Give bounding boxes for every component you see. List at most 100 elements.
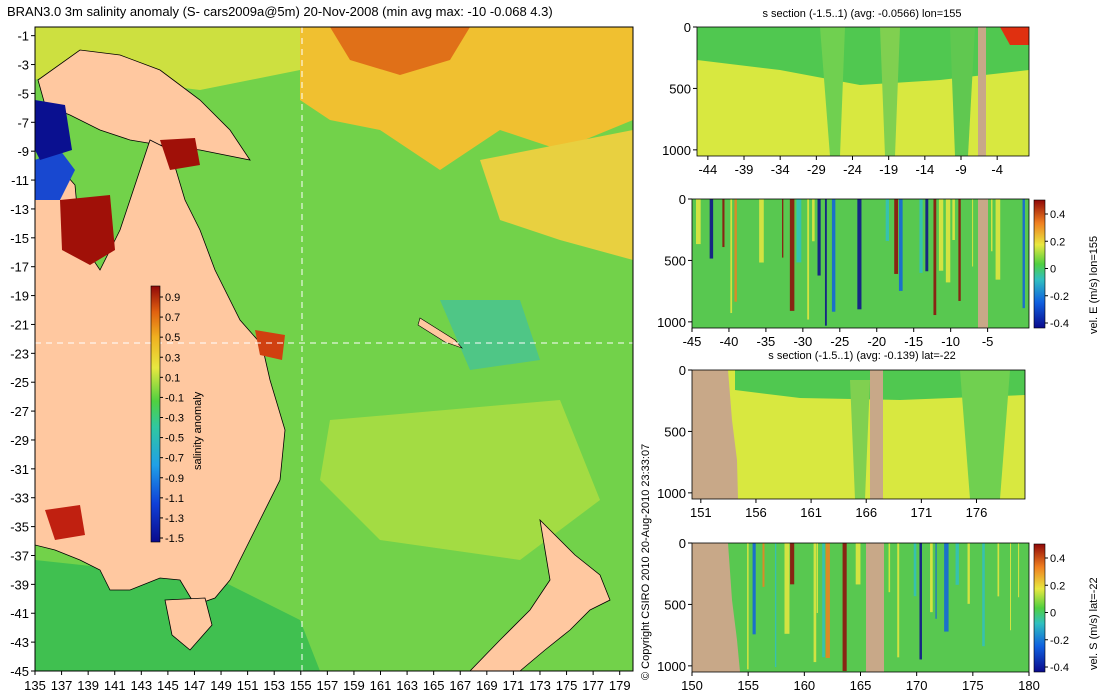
map-colorbar-ramp (150, 285, 161, 543)
map-lon-tick-label: 139 (77, 678, 99, 693)
panel-1-frame (696, 26, 1030, 157)
strong-anomaly-north (330, 27, 470, 75)
velocity-stripe (807, 199, 810, 320)
panel-3-title: s section (-1.5..1) (avg: -0.139) lat=-2… (768, 350, 955, 362)
velocity-colorbar-tick-label: -0.4 (1050, 318, 1069, 330)
velocity-stripe (995, 199, 1001, 280)
panel-x-tick-label: -5 (982, 334, 994, 349)
velocity-stripe (930, 543, 933, 613)
velocity-stripe (817, 199, 821, 276)
panel-3-y-tick-group: 0 500 1000 (657, 363, 692, 501)
panel-2-y-tick-group: 0 500 1000 (657, 192, 692, 330)
velocity-colorbar-tick-label: -0.2 (1050, 291, 1069, 303)
panel-x-tick-label: 156 (745, 505, 767, 520)
velocity-stripe (990, 199, 993, 252)
map-lon-tick-label: 143 (130, 678, 152, 693)
map-colorbar: 0.9 0.7 0.5 0.3 0.1 -0.1 -0.3 -0.5 -0.7 -0.9 -1.1 -… (150, 285, 204, 545)
velocity-stripe (774, 543, 777, 668)
map-colorbar-tick-label: -0.3 (165, 413, 184, 425)
panel-x-tick-label: -44 (698, 162, 717, 177)
map-lat-tick-label: -31 (10, 462, 29, 477)
panel-x-tick-label: -19 (879, 162, 898, 177)
map-lat-tick-label: -23 (10, 346, 29, 361)
map-lon-tick-label: 175 (556, 678, 578, 693)
copyright-notice: © Copyright CSIRO 2010 20-Aug-2010 23:33… (640, 443, 652, 680)
map-colorbar-tick-label: 0.7 (165, 312, 180, 324)
map-colorbar-label: salinity anomaly (192, 391, 204, 470)
velocity-stripe (938, 199, 944, 271)
map-frame (34, 26, 634, 672)
map-lat-tick-label: -9 (17, 144, 29, 159)
velocity-colorbar-tick-label: 0 (1050, 264, 1056, 276)
map-lon-tick-label: 173 (529, 678, 551, 693)
velocity-stripe (812, 199, 815, 242)
map-colorbar-tick-label: -1.3 (165, 513, 184, 525)
velocity-stripe (790, 543, 795, 585)
map-lon-tick-label: 159 (343, 678, 365, 693)
velocity-stripe (955, 543, 959, 585)
panel-x-tick-label: -34 (771, 162, 790, 177)
velocity-stripe (1018, 543, 1020, 598)
velocity-stripe (824, 199, 827, 326)
panel-4-colorbar-tick-group: 0.4 0.2 0 -0.2 -0.4 (1045, 553, 1069, 674)
map-lat-tick-label: -37 (10, 548, 29, 563)
panel-x-tick-label: -14 (915, 162, 934, 177)
panel-3: s section (-1.5..1) (avg: -0.139) lat=-2… (657, 350, 1026, 520)
map-colorbar-tick-group: 0.9 0.7 0.5 0.3 0.1 -0.1 -0.3 -0.5 -0.7 -0.9 -1.1 -… (160, 292, 184, 545)
velocity-stripe (855, 543, 861, 585)
map-lon-tick-label: 155 (290, 678, 312, 693)
velocity-stripe (784, 543, 790, 634)
map-colorbar-tick-label: -0.1 (165, 392, 184, 404)
map-title: BRAN3.0 3m salinity anomaly (S- cars2009… (7, 4, 553, 19)
panel-x-tick-label: 161 (800, 505, 822, 520)
velocity-stripe (888, 543, 891, 593)
panel-1: s section (-1.5..1) (avg: -0.0566) lon=1… (662, 8, 1030, 177)
velocity-stripe (752, 543, 756, 635)
velocity-stripe (897, 543, 900, 658)
map-lat-tick-label: -35 (10, 520, 29, 535)
map-lon-tick-label: 179 (609, 678, 631, 693)
velocity-stripe (696, 199, 701, 245)
west-cool-patch (35, 100, 72, 160)
velocity-stripe (919, 199, 923, 273)
panel-x-tick-label: -4 (991, 162, 1003, 177)
velocity-stripe (944, 543, 949, 632)
panel-x-tick-label: 150 (681, 678, 703, 693)
land-new-guinea (37, 49, 251, 161)
map-lon-tick-label: 177 (582, 678, 604, 693)
panel-y-tick-label: 1000 (657, 315, 686, 330)
velocity-stripe (813, 543, 817, 663)
velocity-colorbar-tick-label: 0.2 (1050, 236, 1065, 248)
panel-x-tick-label: 175 (962, 678, 984, 693)
panel-y-tick-label: 500 (664, 424, 686, 439)
velocity-stripe (952, 199, 955, 240)
panel-x-tick-label: -40 (720, 334, 739, 349)
velocity-stripe (925, 199, 929, 272)
gulf-cool-ring (35, 150, 75, 200)
map-colorbar-tick-label: -1.1 (165, 493, 184, 505)
map-colorbar-tick-label: -0.5 (165, 433, 184, 445)
panel-2-land-mask (978, 199, 988, 328)
map-lon-tick-label: 153 (263, 678, 285, 693)
map-lat-tick-label: -5 (17, 86, 29, 101)
map-lon-tick-label: 147 (184, 678, 206, 693)
velocity-stripe (1022, 199, 1025, 309)
velocity-stripe (857, 199, 862, 310)
map-lat-tick-label: -39 (10, 577, 29, 592)
panel-y-tick-label: 0 (679, 536, 686, 551)
velocity-stripe (747, 543, 749, 670)
panel-4-x-tick-group: 150 155 160 165 170 175 180 (681, 672, 1040, 693)
velocity-colorbar-tick-label: -0.2 (1050, 635, 1069, 647)
panel-y-tick-label: 500 (664, 253, 686, 268)
land-new-caledonia (417, 317, 463, 349)
panel-x-tick-label: -24 (843, 162, 862, 177)
panel-y-tick-label: 1000 (662, 143, 691, 158)
cool-patch (440, 300, 540, 370)
panel-x-tick-label: -9 (955, 162, 967, 177)
panel-x-tick-label: -10 (941, 334, 960, 349)
map-lon-tick-label: 145 (157, 678, 179, 693)
map-lat-tick-label: -29 (10, 433, 29, 448)
south-coast-anomaly (45, 505, 85, 540)
